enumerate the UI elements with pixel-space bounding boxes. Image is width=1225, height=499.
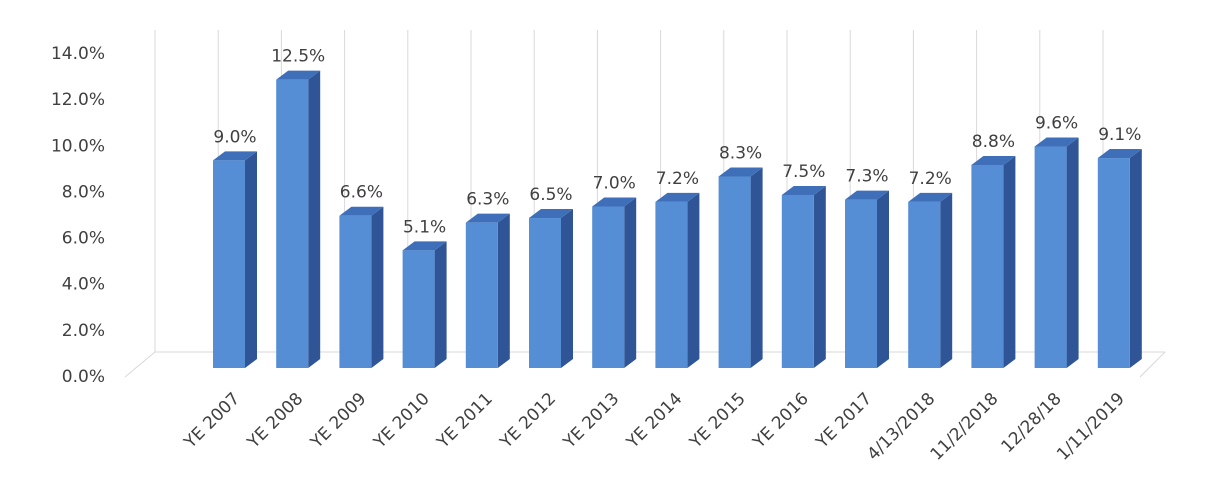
y-tick-label: 14.0% <box>51 44 105 64</box>
bar-top <box>465 213 510 223</box>
bar-side <box>1129 149 1142 368</box>
bar-side <box>561 209 573 368</box>
x-tick-label: 11/2/2018 <box>927 389 1003 465</box>
bar <box>1097 158 1130 368</box>
x-tick-label: YE 2012 <box>496 389 560 453</box>
bar <box>339 215 372 368</box>
y-tick-label: 6.0% <box>62 229 105 249</box>
bar-side <box>434 241 447 368</box>
bar-top <box>1097 149 1142 159</box>
bar-side <box>497 213 510 368</box>
x-tick-label: YE 2009 <box>306 389 370 453</box>
x-tick-label: YE 2017 <box>812 389 876 453</box>
bar <box>1034 146 1067 368</box>
y-tick-label: 10.0% <box>51 136 105 156</box>
bar-side <box>940 192 953 368</box>
y-tick-label: 12.0% <box>51 90 105 110</box>
bar-top <box>339 206 384 216</box>
bar-side <box>750 167 763 368</box>
bar-top <box>213 151 257 161</box>
bar-side <box>877 190 889 368</box>
bar <box>718 176 751 368</box>
value-label: 5.1% <box>403 217 446 237</box>
x-tick-label: YE 2014 <box>622 389 686 453</box>
bar <box>402 250 435 368</box>
y-tick-label: 0.0% <box>62 367 105 387</box>
bar-top <box>592 197 637 207</box>
bar <box>781 194 814 368</box>
value-label: 8.3% <box>719 144 762 164</box>
value-label: 6.6% <box>340 183 383 203</box>
bar-top <box>655 192 700 202</box>
x-tick-label: YE 2015 <box>685 389 749 453</box>
value-label: 9.1% <box>1098 125 1141 145</box>
value-label: 6.3% <box>466 190 509 210</box>
bar <box>845 199 877 368</box>
bar <box>971 164 1004 368</box>
bar-top <box>1034 137 1079 147</box>
bar <box>276 79 309 368</box>
bar-side <box>308 70 321 368</box>
value-label: 7.2% <box>656 169 699 189</box>
value-label: 9.6% <box>1035 114 1078 134</box>
y-tick-label: 2.0% <box>62 321 105 341</box>
bar-top <box>402 241 447 251</box>
bar <box>213 160 245 368</box>
value-label: 7.0% <box>593 174 636 194</box>
y-tick-label: 4.0% <box>62 275 105 295</box>
x-tick-label: YE 2007 <box>180 389 244 453</box>
bar-top <box>845 190 889 200</box>
bar-side <box>687 192 700 368</box>
floor-edge <box>1139 351 1166 378</box>
x-tick-label: 4/13/2018 <box>863 389 939 465</box>
x-tick-label: YE 2016 <box>749 389 813 453</box>
y-tick-label: 8.0% <box>62 182 105 202</box>
bar <box>592 206 625 368</box>
bar <box>529 218 561 368</box>
bar-top <box>529 209 573 219</box>
bar-side <box>624 197 637 368</box>
x-tick-label: YE 2010 <box>369 389 433 453</box>
value-label: 7.2% <box>909 169 952 189</box>
bar-side <box>1003 155 1016 368</box>
x-tick-label: YE 2008 <box>243 389 307 453</box>
x-tick-label: YE 2011 <box>433 389 497 453</box>
value-label: 6.5% <box>529 185 572 205</box>
bar-top <box>718 167 763 177</box>
x-tick-label: YE 2013 <box>559 389 623 453</box>
bar <box>655 201 688 368</box>
bar-side <box>813 185 826 368</box>
bar-top <box>781 185 826 195</box>
value-label: 8.8% <box>972 132 1015 152</box>
bar-top <box>276 70 321 80</box>
bar-top <box>971 155 1016 165</box>
value-label: 9.0% <box>213 127 256 147</box>
floor-edge <box>124 351 156 378</box>
bar-side <box>371 206 384 368</box>
x-tick-label: 1/11/2019 <box>1053 389 1129 465</box>
bar <box>465 222 498 368</box>
value-label: 7.5% <box>782 162 825 182</box>
bar-side <box>1066 137 1079 368</box>
bar-side <box>245 151 257 368</box>
value-label: 7.3% <box>845 167 888 187</box>
bar <box>908 201 941 368</box>
bar-top <box>908 192 953 202</box>
value-label: 12.5% <box>271 47 325 67</box>
